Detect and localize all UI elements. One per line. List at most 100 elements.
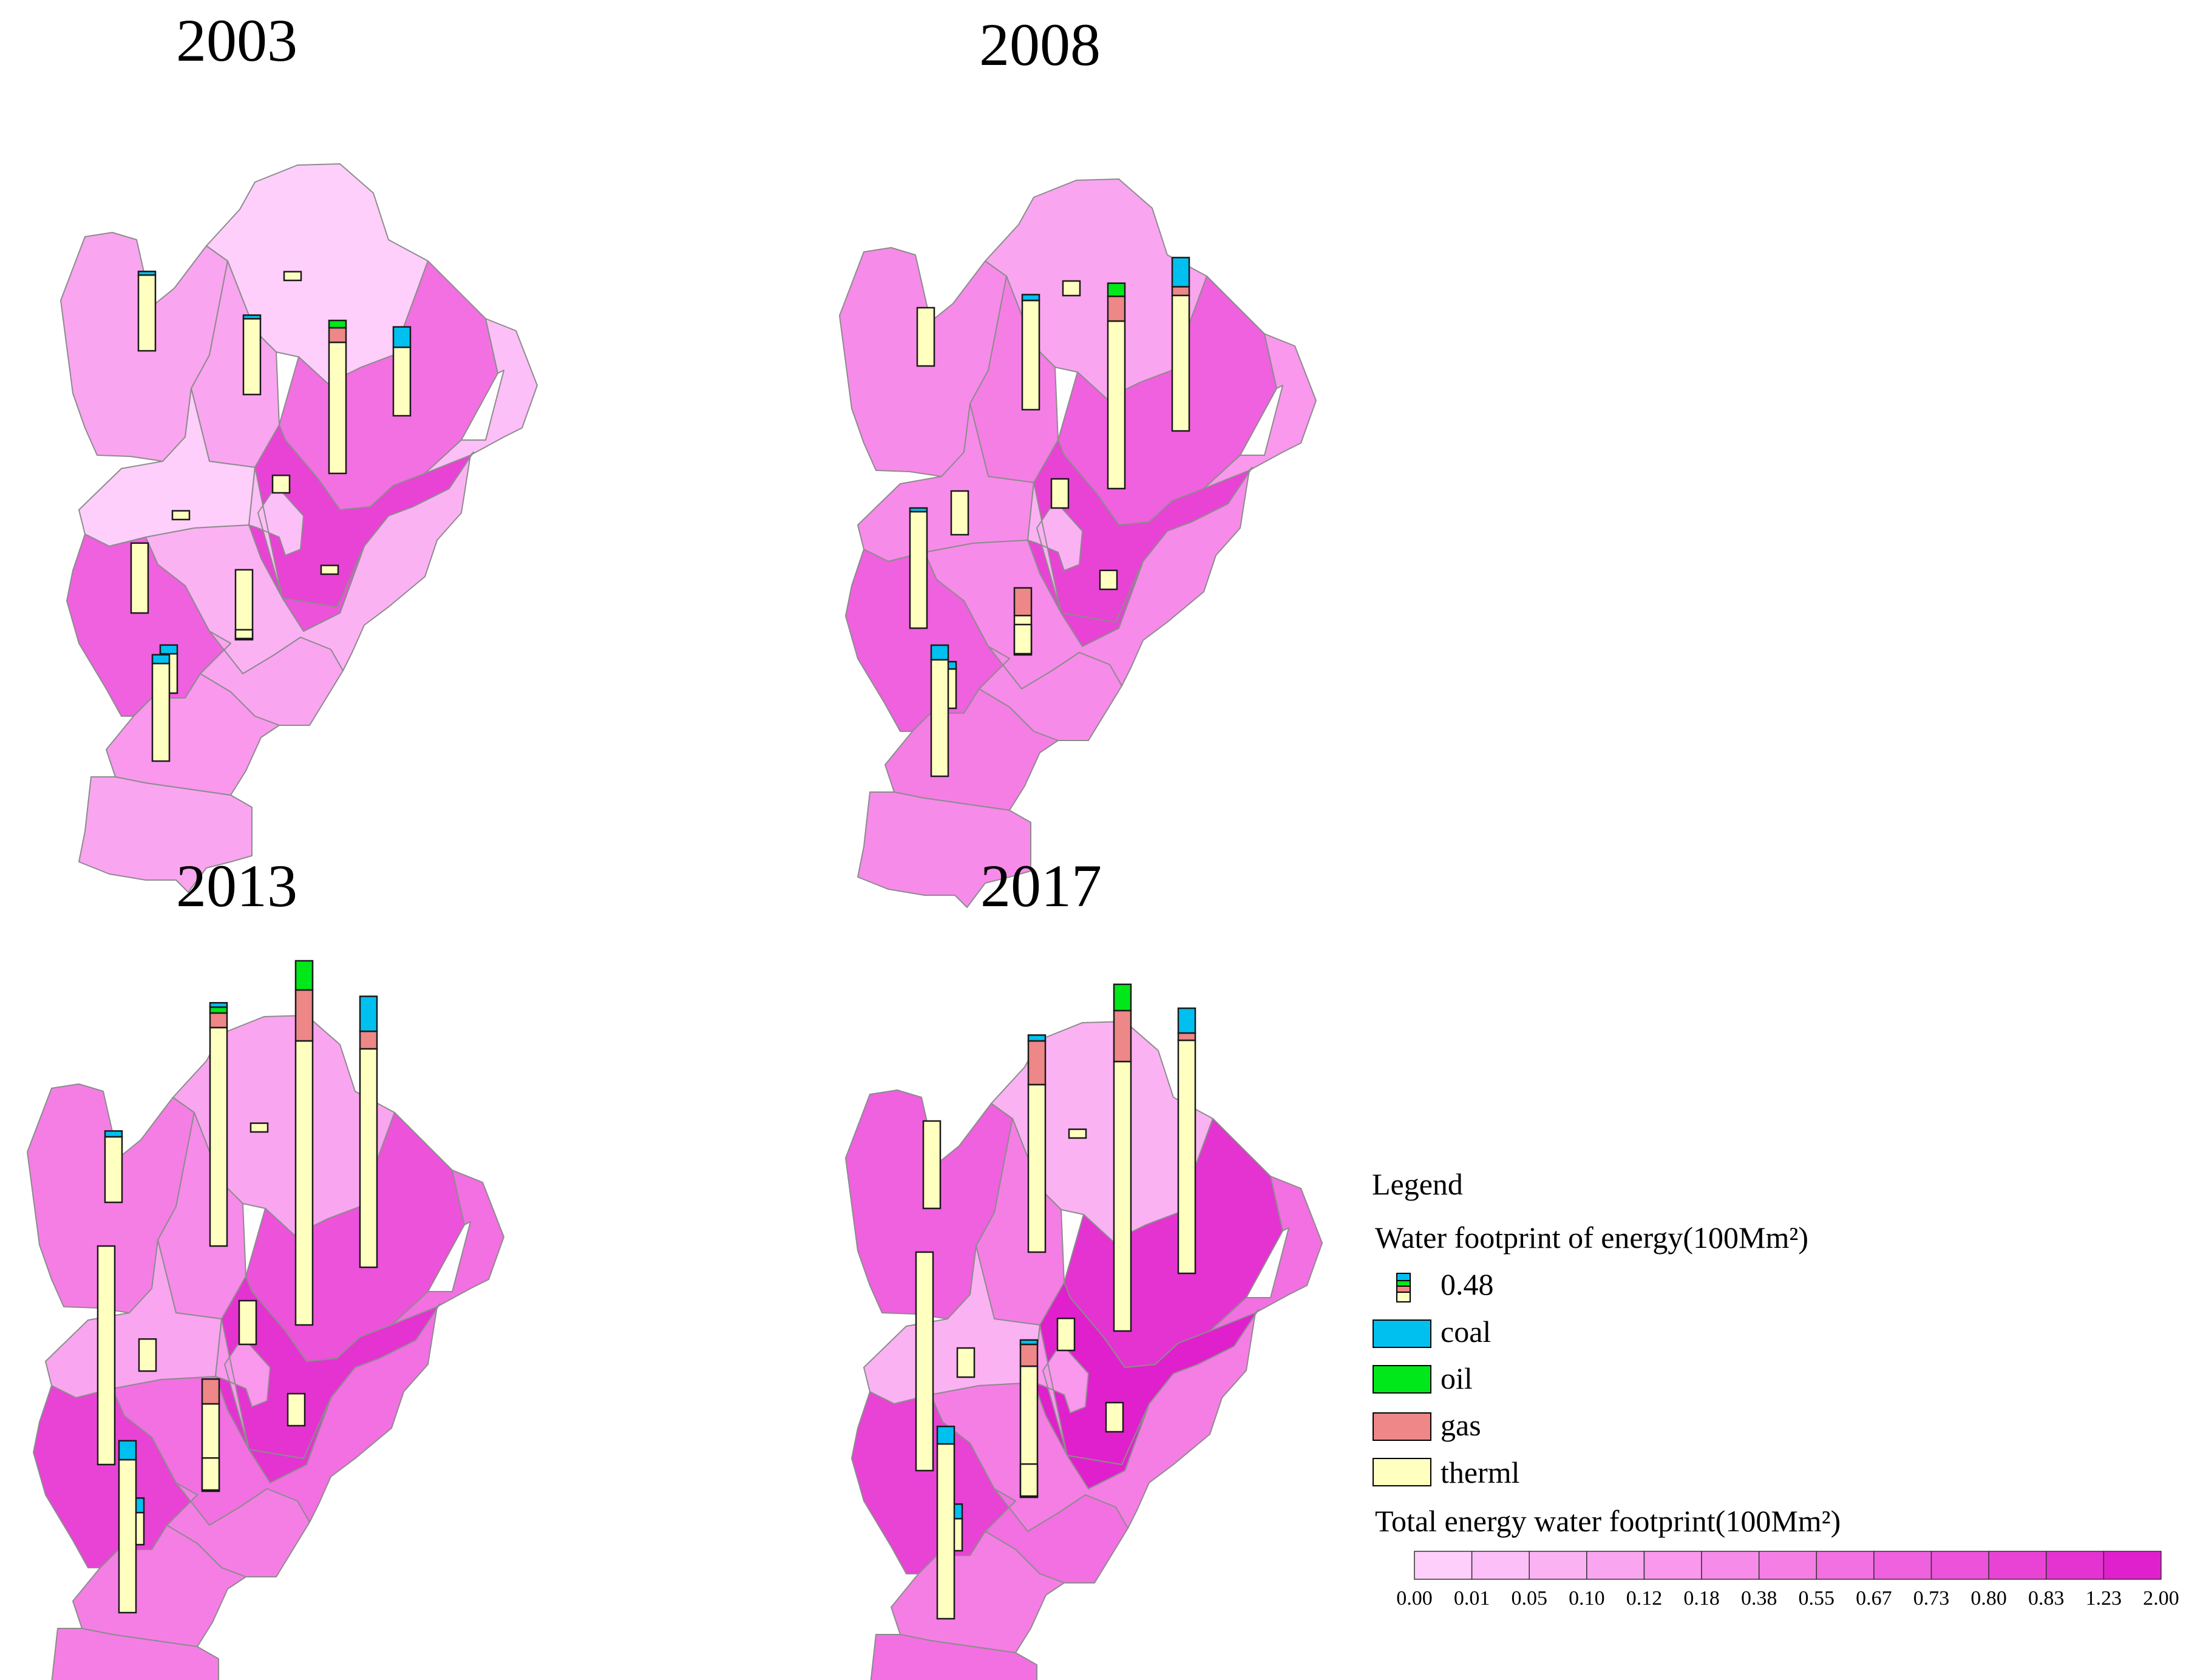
energy-bar: [915, 1251, 934, 1472]
energy-bar-segment-gas: [1027, 1040, 1047, 1086]
energy-bar-segment-oil: [1107, 282, 1126, 297]
energy-bar: [1068, 1128, 1087, 1139]
ramp-tick-label: 0.38: [1741, 1587, 1777, 1610]
region-far-south: [51, 1628, 219, 1680]
map-year-title: 2017: [980, 852, 1102, 920]
energy-bar-segment-coal: [930, 644, 949, 661]
region-east: [424, 318, 538, 474]
energy-bar-segment-gas: [209, 1012, 228, 1029]
region-river-strip: [248, 1397, 331, 1483]
energy-bar-segment-therml: [294, 1040, 314, 1326]
ramp-swatch: [1873, 1551, 1932, 1580]
energy-bar-segment-therml: [238, 1299, 257, 1346]
energy-bar: [909, 507, 928, 629]
energy-bar-segment-therml: [915, 1251, 934, 1472]
energy-bar-segment-therml: [916, 307, 935, 367]
energy-bar: [209, 1001, 228, 1247]
energy-bar-segment-therml: [130, 542, 149, 614]
energy-bar: [1062, 280, 1081, 297]
energy-bar: [287, 1392, 306, 1427]
ramp-swatch: [1816, 1551, 1875, 1580]
ramp-tick-label: 0.01: [1454, 1587, 1490, 1610]
energy-bar-segment-oil: [209, 1006, 228, 1014]
energy-bar-segment-therml: [1113, 1060, 1132, 1332]
region-river-strip: [1067, 1403, 1150, 1489]
map-year-title: 2013: [176, 852, 297, 920]
energy-bar-segment-coal: [1019, 1339, 1039, 1346]
energy-bar: [950, 490, 969, 536]
energy-bar-segment-therml: [171, 510, 191, 521]
ramp-swatch: [1586, 1551, 1645, 1580]
energy-bar: [1177, 1007, 1196, 1275]
energy-bar-segment-therml: [118, 1458, 137, 1614]
energy-bar-segment-gas: [201, 1378, 220, 1405]
energy-bar-segment-therml: [201, 1457, 220, 1491]
energy-bar-segment-therml: [930, 659, 949, 777]
map-panel-2008: 2008: [839, 11, 1317, 908]
legend-label-coal: coal: [1441, 1315, 1491, 1349]
energy-bar-segment-therml: [104, 1136, 123, 1204]
ramp-tick-label: 1.23: [2086, 1587, 2122, 1610]
energy-bar-segment-therml: [1027, 1083, 1047, 1253]
legend-swatch-therml: [1373, 1458, 1431, 1486]
legend-swatch-coal: [1373, 1319, 1431, 1348]
ramp-tick-label: 0.67: [1856, 1587, 1892, 1610]
energy-bar: [283, 271, 302, 282]
energy-bar-segment-gas: [1107, 295, 1126, 322]
energy-bar: [271, 474, 291, 494]
legend-swatch-oil: [1373, 1365, 1431, 1394]
energy-bar-segment-therml: [97, 1245, 116, 1466]
energy-bar: [930, 644, 949, 777]
energy-bar-segment-gas: [359, 1030, 378, 1050]
energy-bar-segment-therml: [950, 490, 969, 536]
energy-bar-segment-coal: [242, 314, 262, 320]
energy-bar-segment-coal: [104, 1130, 123, 1138]
energy-bar-segment-therml: [1056, 1317, 1076, 1352]
energy-bar: [922, 1120, 942, 1210]
energy-bar-segment-coal: [1171, 257, 1190, 288]
legend-label-oil: oil: [1441, 1361, 1473, 1395]
legend-ramp-title: Total energy water footprint(100Mm²): [1375, 1504, 1841, 1538]
energy-bar: [392, 326, 412, 417]
map-year-title: 2003: [176, 7, 297, 74]
ramp-tick-label: 0.73: [1913, 1587, 1950, 1610]
energy-bar-segment-therml: [242, 317, 262, 396]
ramp-tick-label: 0.80: [1970, 1587, 2007, 1610]
ramp-swatch: [1414, 1551, 1473, 1580]
energy-bar-segment-coal: [909, 507, 928, 513]
map-bars: [909, 257, 1190, 777]
energy-bar-segment-therml: [956, 1347, 976, 1378]
energy-bar: [1019, 1463, 1039, 1497]
energy-bar: [151, 654, 171, 762]
legend-swatch-gas: [1373, 1412, 1431, 1441]
energy-bar-segment-coal: [1021, 294, 1040, 302]
energy-bar: [104, 1130, 123, 1204]
energy-bar-segment-therml: [1107, 320, 1126, 490]
energy-bar-segment-coal: [159, 644, 178, 655]
energy-bar: [916, 307, 935, 367]
map-panel-2017: 2017: [845, 852, 1323, 1680]
energy-bar-segment-coal: [137, 270, 157, 276]
energy-bar: [249, 1122, 269, 1133]
legend-color-ramp: 0.00 0.01 0.05 0.10 0.12 0.18 0.38 0.55 0.67 0.73…: [1396, 1551, 2179, 1610]
energy-bar: [1171, 257, 1190, 432]
energy-bar: [238, 1299, 257, 1346]
region-enclave: [1027, 482, 1083, 614]
energy-bar: [171, 510, 191, 521]
ramp-swatch: [1529, 1551, 1587, 1580]
legend-scale-value: 0.48: [1441, 1267, 1494, 1301]
energy-bar-segment-therml: [234, 629, 254, 640]
ramp-swatch: [1643, 1551, 1702, 1580]
energy-bar: [294, 960, 314, 1326]
map-bars: [130, 270, 412, 762]
energy-bar-segment-therml: [359, 1048, 378, 1268]
energy-bar: [320, 564, 339, 575]
region-far-south: [857, 791, 1031, 908]
energy-bar: [97, 1245, 116, 1466]
energy-bar: [1056, 1317, 1076, 1352]
energy-bar-segment-therml: [320, 564, 339, 575]
ramp-tick-label: 0.05: [1511, 1587, 1547, 1610]
energy-bar-segment-therml: [922, 1120, 942, 1210]
region-enclave: [248, 467, 304, 598]
